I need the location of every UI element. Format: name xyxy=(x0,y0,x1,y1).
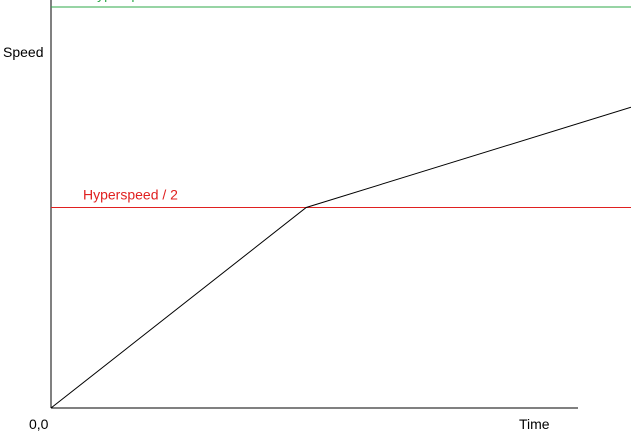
y-axis-label: Speed xyxy=(3,44,43,60)
series-line-0 xyxy=(50,106,631,409)
reference-line-label-1: Hyperspeed / 2 xyxy=(83,187,178,203)
origin-label: 0,0 xyxy=(29,416,49,432)
series-group xyxy=(50,106,631,409)
reference-lines: Hyperspeed Hyperspeed / 2 xyxy=(51,0,631,208)
reference-line-label-0: Hyperspeed xyxy=(87,0,163,2)
x-axis-label: Time xyxy=(519,416,550,432)
